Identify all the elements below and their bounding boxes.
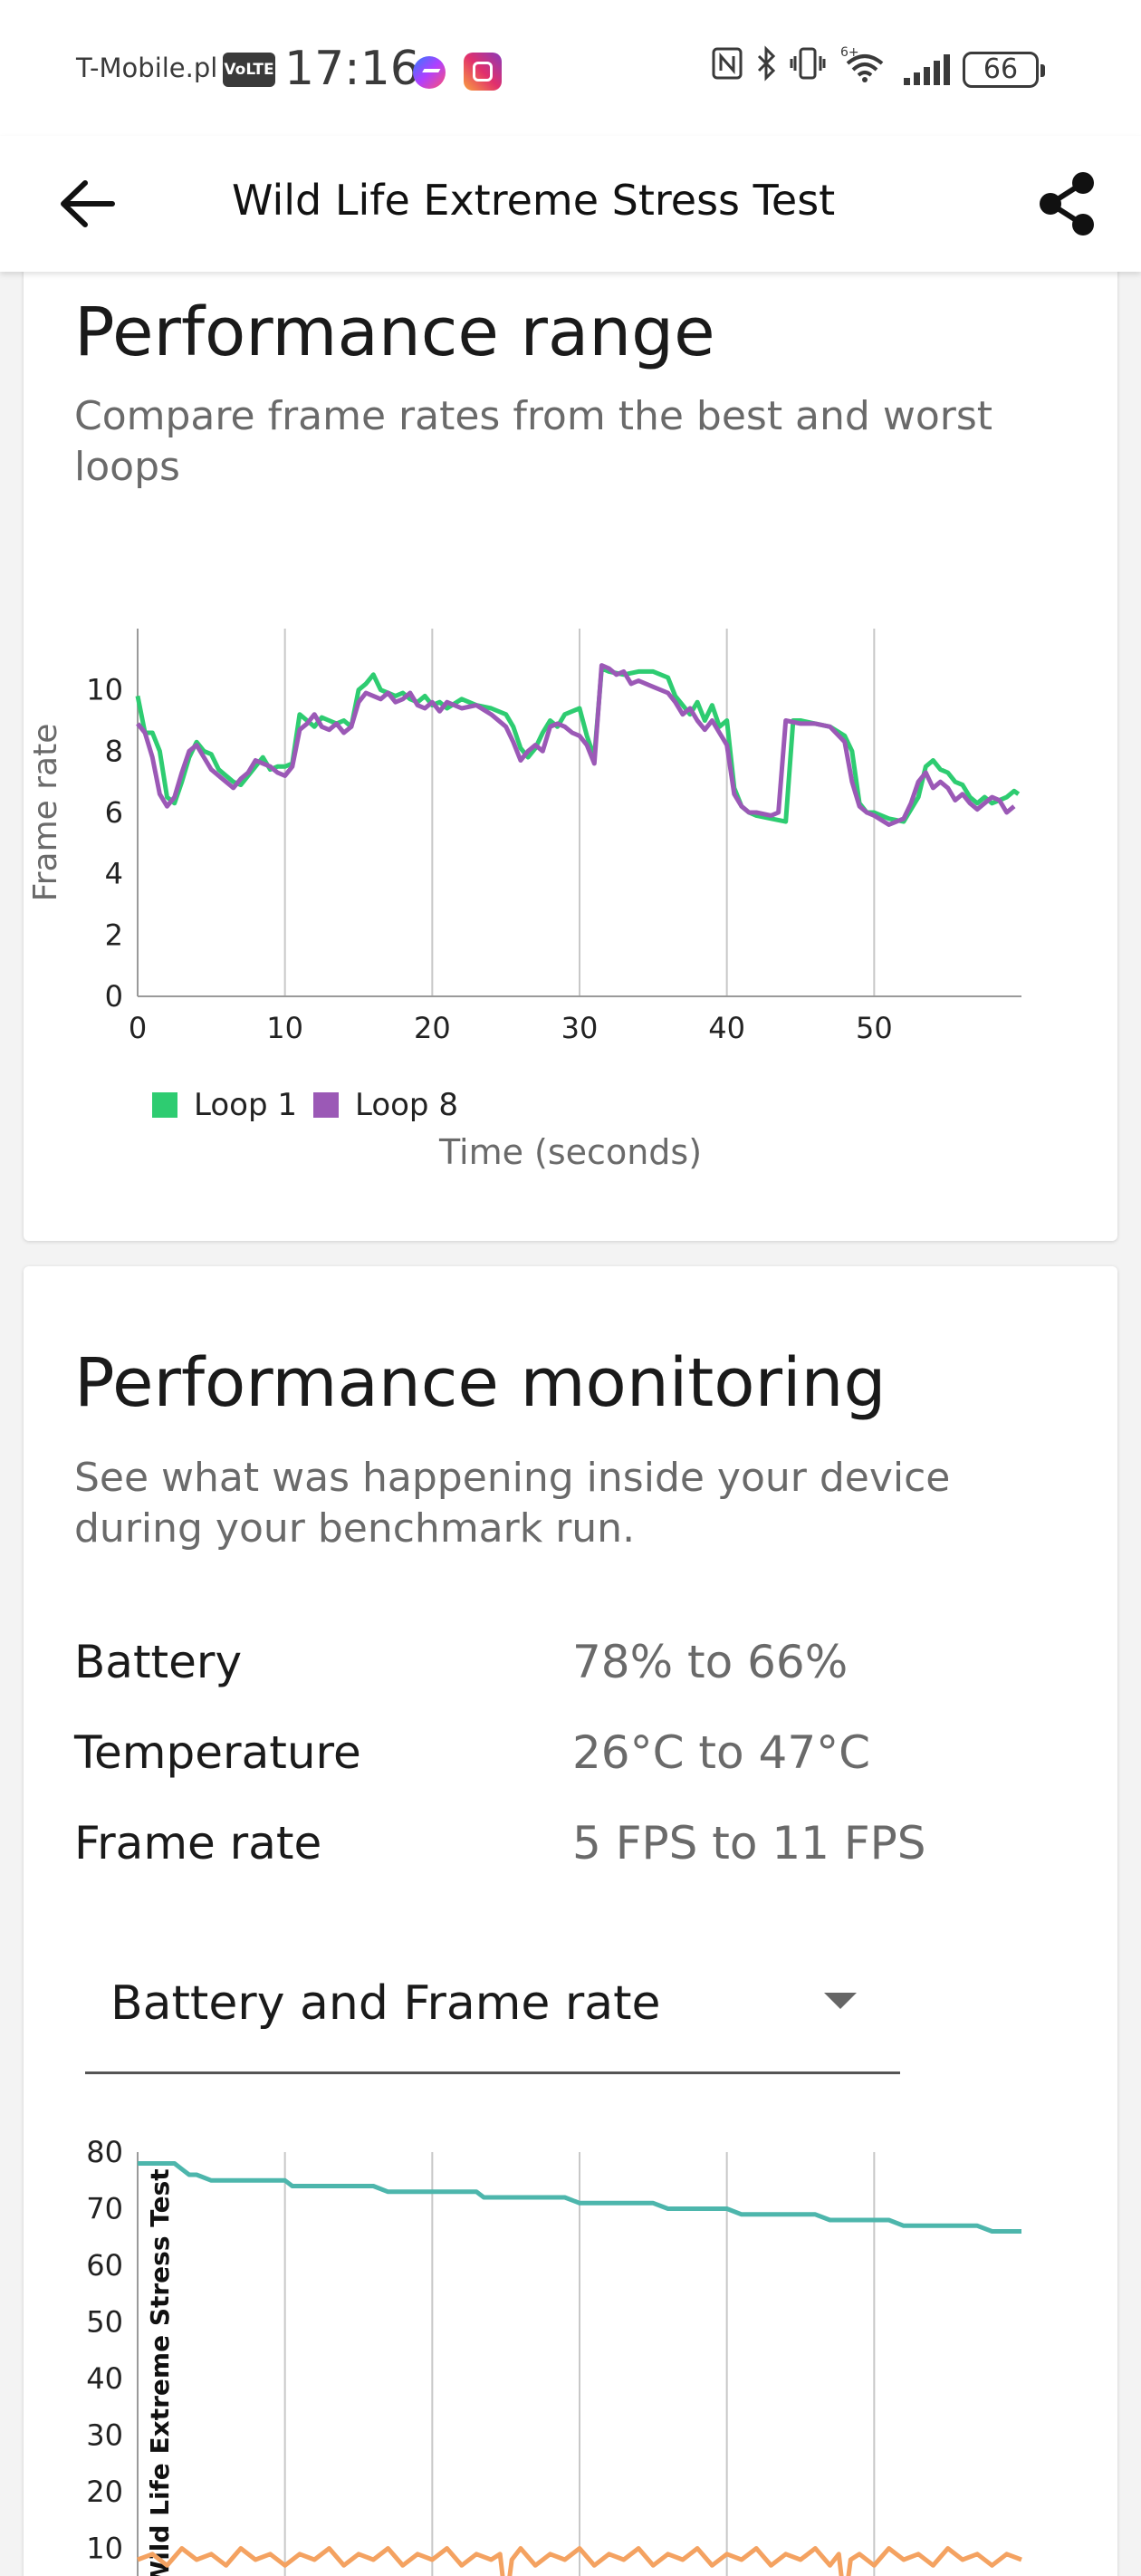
performance-monitoring-title: Performance monitoring: [74, 1344, 887, 1422]
battery-icon: 66: [963, 52, 1045, 88]
y-tick-label: 30: [86, 2418, 123, 2453]
stat-label: Frame rate: [74, 1817, 322, 1870]
y-tick-label: 10: [86, 2532, 123, 2566]
stat-label: Battery: [74, 1636, 243, 1688]
x-tick-label: 40: [708, 1011, 745, 1045]
share-button[interactable]: [1023, 163, 1108, 245]
monitoring-chart: 01020304050607080Wild Life Extreme Stres…: [86, 2135, 1022, 2576]
y-tick-label: 4: [105, 857, 123, 891]
instagram-icon: [464, 53, 502, 91]
y-tick-label: 10: [86, 673, 123, 707]
signal-icon: [904, 54, 950, 85]
y-axis-label: Wild Life Extreme Stress Test: [145, 2168, 175, 2576]
y-tick-label: 40: [86, 2361, 123, 2396]
x-tick-label: 0: [129, 1011, 147, 1045]
status-bar: T-Mobile.pl VoLTE 17:16 6+ 66: [0, 0, 1141, 136]
series-line-loop-1: [135, 666, 1021, 824]
x-tick-label: 10: [266, 1011, 303, 1045]
app-bar: Wild Life Extreme Stress Test: [0, 136, 1141, 272]
page-title: Wild Life Extreme Stress Test: [232, 176, 836, 225]
y-tick-label: 0: [105, 979, 123, 1014]
y-tick-label: 50: [86, 2305, 123, 2340]
stat-value: 78% to 66%: [572, 1636, 849, 1688]
series-line-0: [138, 2161, 1021, 2234]
frame-rate-chart: 0 2 4 6 8 10 0 10 20 30 40 50 Frame rate: [27, 629, 1021, 1045]
x-tick-label: 30: [561, 1011, 599, 1045]
performance-range-description: Compare frame rates from the best and wo…: [74, 393, 992, 490]
svg-text:6+: 6+: [840, 45, 859, 60]
stat-value: 26°C to 47°C: [572, 1726, 871, 1779]
performance-range-title: Performance range: [74, 293, 715, 371]
stat-row-frame-rate: Frame rate 5 FPS to 11 FPS: [74, 1817, 1070, 1889]
bluetooth-icon: [755, 45, 777, 94]
stat-row-battery: Battery 78% to 66%: [74, 1636, 1070, 1708]
y-axis-label: Frame rate: [27, 724, 64, 902]
performance-monitoring-card: Performance monitoring See what was happ…: [24, 1266, 1117, 2576]
legend-swatch-loop-8: [312, 1092, 339, 1118]
legend-label-loop-1: Loop 1: [194, 1087, 297, 1123]
legend-item-loop-8: Loop 8: [312, 1087, 458, 1123]
y-tick-label: 8: [105, 734, 123, 768]
x-tick-label: 20: [414, 1011, 451, 1045]
messenger-icon: [413, 56, 446, 89]
legend-label-loop-8: Loop 8: [354, 1087, 458, 1123]
y-tick-label: 60: [86, 2248, 123, 2283]
performance-monitoring-description: See what was happening inside your devic…: [74, 1455, 951, 1552]
back-button[interactable]: [47, 163, 129, 245]
wifi-icon: 6+: [839, 43, 891, 96]
series-line-1: [137, 2546, 1022, 2576]
clock: 17:16: [284, 42, 420, 96]
arrow-left-icon: [61, 180, 115, 227]
series-line-loop-8: [136, 663, 1016, 827]
chart-legend: Loop 1 Loop 8: [152, 1087, 475, 1123]
stat-row-temperature: Temperature 26°C to 47°C: [74, 1726, 1070, 1799]
performance-range-card: Performance range Compare frame rates fr…: [24, 263, 1117, 1241]
y-tick-label: 2: [105, 918, 123, 952]
y-tick-label: 20: [86, 2475, 123, 2509]
legend-swatch-loop-1: [152, 1092, 177, 1118]
stat-label: Temperature: [74, 1726, 361, 1779]
carrier-name: T-Mobile.pl: [76, 53, 218, 83]
share-icon: [1040, 172, 1094, 235]
vibrate-icon: [790, 45, 826, 94]
legend-item-loop-1: Loop 1: [152, 1087, 297, 1123]
dropdown-arrow-icon: [824, 1993, 857, 2009]
x-axis-label: Time (seconds): [438, 1132, 703, 1172]
y-tick-label: 70: [86, 2192, 123, 2226]
status-icons: 6+ 66: [712, 45, 1045, 94]
nfc-icon: [712, 45, 743, 94]
y-tick-label: 6: [105, 795, 123, 830]
y-tick-label: 80: [86, 2135, 123, 2169]
volte-icon: VoLTE: [223, 53, 275, 87]
stat-value: 5 FPS to 11 FPS: [572, 1817, 926, 1870]
select-value: Battery and Frame rate: [110, 1976, 661, 2031]
x-tick-label: 50: [856, 1011, 893, 1045]
chart-type-select[interactable]: Battery and Frame rate: [85, 1947, 900, 2074]
